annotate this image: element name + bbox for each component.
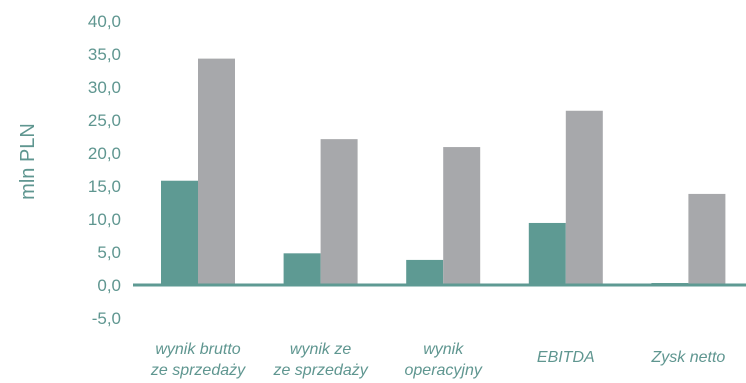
y-tick-label: -5,0: [92, 309, 121, 328]
bar-series2-cat5: [688, 193, 726, 285]
y-tick-label: 30,0: [88, 78, 121, 97]
x-category-label: EBITDA: [537, 349, 595, 366]
bar-series1-cat3: [406, 259, 444, 285]
x-category-label: ze sprzedaży: [150, 362, 246, 379]
y-tick-label: 25,0: [88, 111, 121, 130]
bar-series2-cat2: [320, 139, 358, 285]
bar-series2-cat4: [565, 110, 603, 285]
x-category-label: wynik brutto: [155, 341, 240, 358]
bars: [161, 58, 726, 286]
y-tick-label: 0,0: [97, 276, 121, 295]
x-category-label: operacyjny: [405, 362, 483, 379]
y-tick-label: 10,0: [88, 210, 121, 229]
y-tick-label: 35,0: [88, 45, 121, 64]
y-tick-label: 20,0: [88, 144, 121, 163]
bar-series1-cat4: [528, 222, 566, 285]
x-category-label: Zysk netto: [650, 349, 725, 366]
bar-series2-cat3: [443, 147, 481, 285]
y-tick-label: 5,0: [97, 243, 121, 262]
x-axis-labels: wynik brutto ze sprzedaży wynik ze ze sprze…: [150, 341, 726, 379]
bar-series2-cat1: [198, 58, 235, 286]
y-axis-ticks: 40,0 35,0 30,0 25,0 20,0 15,0 10,0 5,0 0,0 -5,0: [88, 12, 121, 328]
bar-series1-cat2: [283, 253, 321, 285]
y-tick-label: 40,0: [88, 12, 121, 31]
bar-series1-cat1: [161, 180, 198, 285]
y-axis-title: mln PLN: [17, 123, 39, 200]
y-tick-label: 15,0: [88, 177, 121, 196]
x-category-label: ze sprzedaży: [272, 362, 368, 379]
x-category-label: wynik: [423, 341, 464, 358]
x-category-label: wynik ze: [290, 341, 351, 358]
y-axis-title-group: mln PLN: [17, 123, 39, 200]
